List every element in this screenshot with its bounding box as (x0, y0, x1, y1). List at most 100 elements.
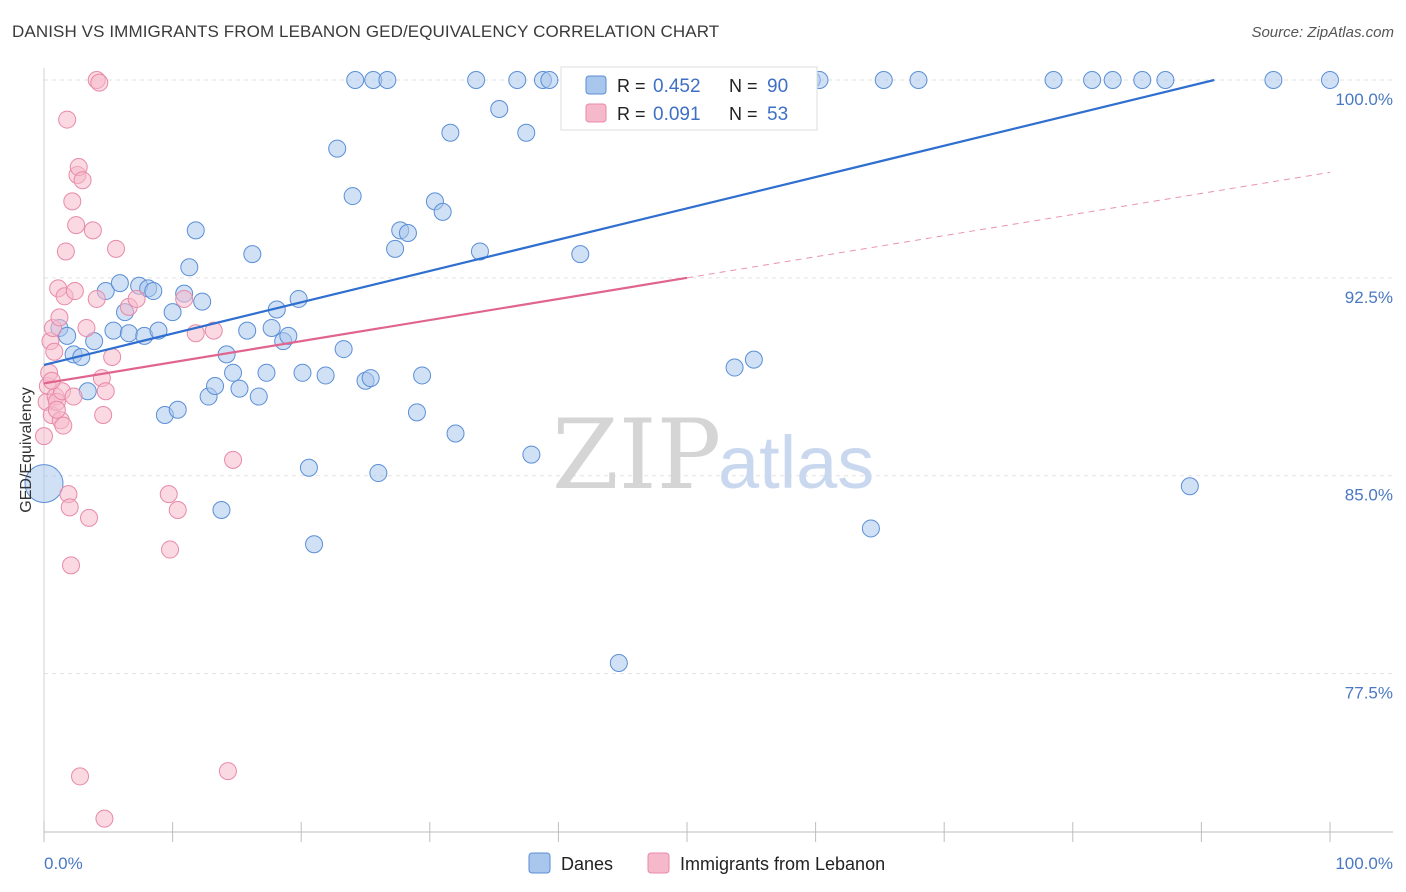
danes-point (522, 445, 541, 464)
lebanon-points (35, 71, 243, 828)
danes-point (413, 366, 432, 385)
lebanon-point (103, 347, 122, 366)
danes-point (180, 258, 199, 277)
danes-point (230, 379, 249, 398)
danes-point (1264, 71, 1283, 89)
danes-point (490, 100, 509, 119)
danes-point (299, 458, 318, 477)
legend-swatch-danes (585, 75, 607, 95)
danes-point (1133, 71, 1152, 89)
danes-point (243, 245, 262, 264)
stats-legend: R = 0.452 N = 90 R = 0.091 N = 53 (560, 66, 818, 131)
lebanon-point (50, 308, 69, 327)
y-axis-label: GED/Equivalency (18, 387, 35, 512)
y-tick-label: 85.0% (1345, 486, 1393, 505)
danes-point (433, 202, 452, 221)
danes-point (305, 535, 324, 554)
danes-point (249, 387, 268, 406)
danes-point (334, 340, 353, 359)
danes-point (262, 318, 281, 337)
danes-point (316, 366, 335, 385)
danes-point (149, 321, 168, 340)
danes-point (1321, 71, 1339, 89)
grid-lines (44, 79, 1393, 675)
lebanon-point (65, 282, 84, 301)
danes-point (1083, 71, 1102, 89)
legend-r-value-lebanon: 0.091 (653, 104, 701, 125)
danes-point (909, 71, 928, 89)
danes-point (85, 332, 104, 351)
danes-point (257, 363, 276, 382)
legend-n-label-danes: N = (729, 76, 758, 96)
danes-point (571, 245, 590, 264)
danes-point (212, 500, 231, 519)
watermark-atlas: atlas (718, 421, 874, 504)
lebanon-point (95, 809, 114, 828)
danes-point (186, 221, 205, 240)
lebanon-point (54, 416, 73, 435)
danes-point (343, 187, 362, 206)
lebanon-point (63, 192, 82, 211)
danes-point (398, 224, 417, 242)
danes-trend-line (43, 78, 1215, 366)
lebanon-point (83, 221, 102, 240)
danes-point (1180, 477, 1199, 496)
lebanon-point (56, 242, 75, 261)
lebanon-point (204, 321, 223, 340)
danes-point (144, 282, 163, 301)
y-tick-label: 77.5% (1345, 684, 1393, 703)
lebanon-point (58, 110, 77, 129)
lebanon-point (64, 387, 83, 406)
danes-point (163, 303, 182, 322)
trend-lines (43, 78, 1331, 385)
lebanon-point (77, 318, 96, 337)
bottom-legend-swatch-danes (528, 852, 551, 874)
lebanon-trend-line (43, 276, 688, 385)
lebanon-point (218, 762, 237, 781)
legend-r-value-danes: 0.452 (653, 76, 701, 97)
legend-swatch-lebanon (585, 103, 607, 123)
danes-point (1103, 71, 1122, 89)
lebanon-point (159, 485, 178, 504)
lebanon-point (107, 239, 126, 258)
lebanon-point (168, 500, 187, 519)
lebanon-point (175, 289, 194, 308)
danes-point (224, 363, 243, 382)
chart-title: DANISH VS IMMIGRANTS FROM LEBANON GED/EQ… (12, 22, 720, 41)
danes-point (446, 424, 465, 443)
axes (43, 68, 1393, 842)
danes-point (328, 139, 347, 158)
lebanon-point (87, 289, 106, 308)
legend-n-value-danes: 90 (767, 76, 788, 97)
lebanon-point (161, 540, 180, 559)
lebanon-point (224, 450, 243, 469)
legend-n-label-lebanon: N = (729, 104, 758, 124)
series-legend: Danes Immigrants from Lebanon (528, 852, 885, 874)
lebanon-point (94, 406, 113, 425)
danes-point (874, 71, 893, 89)
legend-r-label-danes: R = (617, 76, 646, 96)
danes-point (540, 71, 559, 89)
lebanon-trend-extension (686, 171, 1331, 279)
lebanon-point (80, 508, 99, 527)
danes-point (744, 350, 763, 369)
lebanon-point (62, 556, 81, 575)
danes-point (1044, 71, 1063, 89)
watermark: ZIP atlas (552, 399, 874, 511)
watermark-zip: ZIP (552, 399, 721, 511)
danes-points (24, 71, 1339, 672)
danes-point (378, 71, 397, 89)
danes-point (119, 324, 138, 343)
x-tick-label-max: 100.0% (1335, 854, 1393, 873)
y-tick-labels: 77.5% 85.0% 92.5% 100.0% (1335, 90, 1393, 703)
danes-point (238, 321, 257, 340)
danes-point (609, 653, 628, 672)
y-tick-label: 92.5% (1345, 288, 1393, 307)
danes-point (861, 519, 880, 538)
danes-point (1156, 71, 1175, 89)
danes-point (193, 292, 212, 311)
lebanon-point (73, 171, 92, 190)
lebanon-point (35, 427, 53, 446)
danes-point (24, 464, 64, 504)
danes-point (168, 400, 187, 419)
